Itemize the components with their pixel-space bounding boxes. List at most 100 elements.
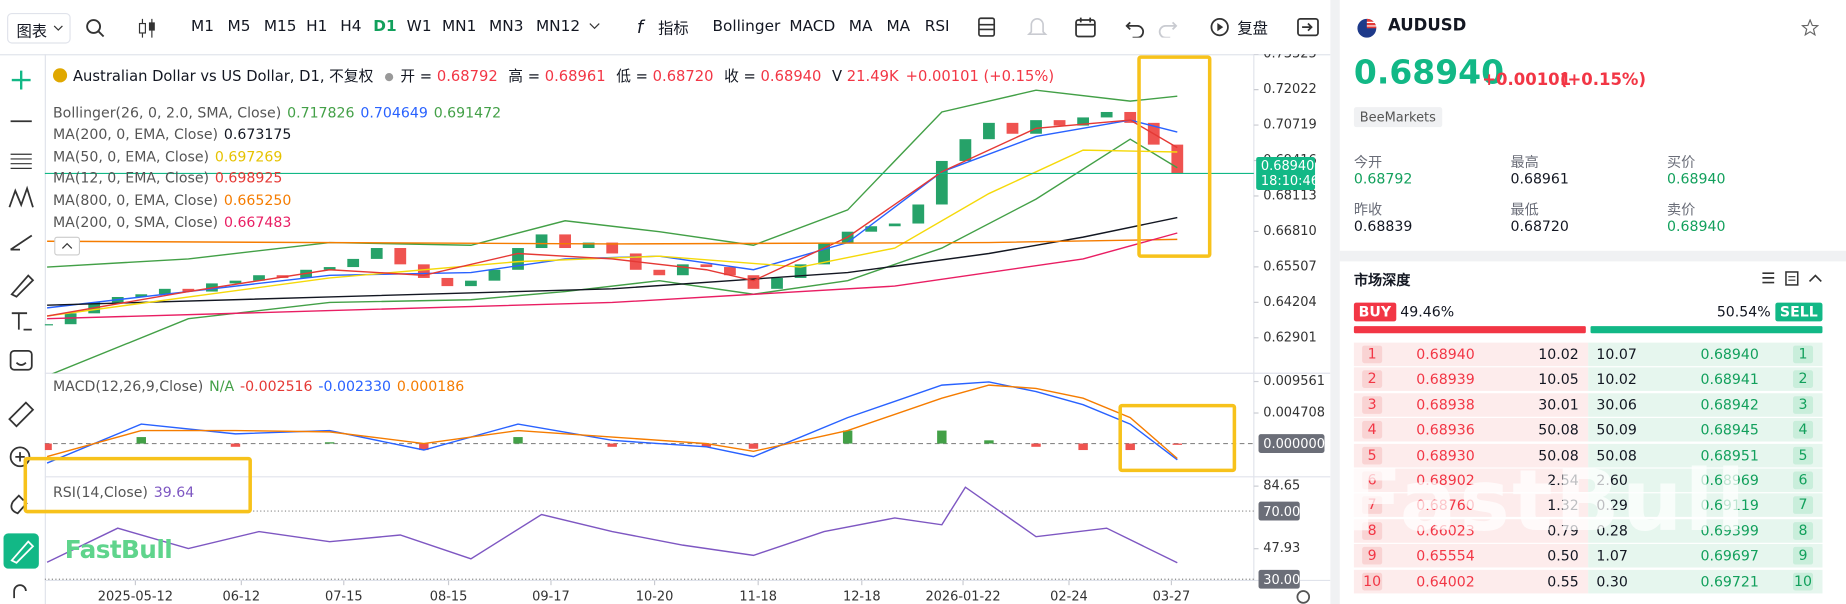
bid-volume: 0.50 — [1547, 547, 1579, 565]
ask-bg — [1588, 544, 1823, 568]
ask-price: 0.69399 — [1700, 522, 1759, 540]
indicator-shortcut[interactable]: Bollinger — [712, 18, 781, 36]
ask-volume: 30.06 — [1596, 396, 1637, 414]
candle — [794, 264, 807, 278]
ask-volume: 2.60 — [1596, 472, 1628, 489]
collapse-button[interactable] — [54, 236, 81, 256]
candle — [1124, 111, 1137, 123]
indicator-shortcut[interactable]: MACD — [789, 18, 836, 36]
y-tick-label: 0.65507 — [1263, 259, 1316, 274]
caret — [53, 25, 63, 31]
ask-bg — [1588, 518, 1823, 543]
x-tick-label: 07-15 — [325, 589, 363, 604]
timeframe-button[interactable]: MN1 — [441, 18, 477, 36]
replay-icon[interactable] — [1209, 16, 1230, 37]
x-tick-label: 11-18 — [739, 589, 777, 604]
ohlc-label: 收 = — [724, 67, 756, 85]
candle — [323, 267, 336, 270]
ohlc-value: 0.68961 — [544, 67, 606, 85]
quote-panel: AUDUSD 0.68940 +0.00101 (+0.15%) BeeMark… — [1339, 0, 1846, 604]
search-icon[interactable] — [85, 18, 106, 39]
stat-value: 0.68720 — [1510, 217, 1569, 235]
candle — [865, 226, 878, 232]
indicator-value: 0.704649 — [360, 104, 428, 121]
depth-row: 9 0.65554 0.50 1.07 0.69697 9 — [1353, 544, 1823, 568]
indicator-value: 0.697269 — [214, 148, 283, 165]
timeframe-button[interactable]: H4 — [340, 18, 362, 36]
candle — [488, 269, 501, 281]
indicator-line — [46, 486, 1178, 564]
indicator-value: 0.691472 — [433, 104, 502, 121]
candle — [676, 264, 689, 276]
alert-icon[interactable] — [1026, 15, 1048, 39]
candle — [441, 277, 454, 287]
indicator-line — [47, 232, 1178, 320]
candle — [182, 288, 195, 292]
ask-index: 5 — [1793, 446, 1814, 465]
candle — [582, 242, 595, 249]
timeframe-button[interactable]: W1 — [406, 18, 432, 36]
calendar-icon[interactable] — [1074, 15, 1098, 39]
caret[interactable] — [589, 22, 601, 30]
divider — [1339, 250, 1846, 262]
buy-tag: BUY — [1353, 302, 1396, 322]
candle — [64, 313, 77, 325]
indicator-shortcut[interactable]: MA — [886, 18, 911, 36]
sell-bar — [1590, 326, 1823, 334]
settings-icon[interactable] — [1296, 590, 1311, 604]
ask-bg — [1588, 443, 1823, 467]
stat-label: 买价 — [1667, 154, 1696, 171]
broker-tag: BeeMarkets — [1353, 107, 1442, 128]
candle-type-icon[interactable] — [135, 16, 159, 40]
indicators-button[interactable]: 指标 — [658, 20, 689, 39]
x-tick-label: 12-18 — [843, 589, 881, 604]
indicator-value: 0.717826 — [287, 104, 355, 121]
timeframe-button[interactable]: M5 — [227, 18, 251, 36]
x-tick-label: 02-24 — [1050, 589, 1088, 604]
ask-index: 2 — [1793, 370, 1814, 389]
indicator-icon[interactable]: f — [633, 16, 652, 37]
ask-volume: 0.30 — [1596, 572, 1628, 590]
indicator-line — [46, 149, 1178, 317]
candle — [512, 248, 524, 270]
ask-bg — [1588, 468, 1823, 493]
fullscreen-icon[interactable] — [1296, 16, 1320, 37]
layout-icon[interactable] — [977, 16, 996, 37]
candle — [229, 280, 242, 284]
axis-tag — [1258, 569, 1300, 589]
chart-menu[interactable]: 图表 — [7, 12, 71, 44]
depth-icons[interactable] — [1760, 270, 1826, 289]
indicator-shortcut[interactable]: RSI — [924, 18, 950, 36]
favorite-star[interactable] — [1801, 18, 1819, 37]
undo-icon[interactable] — [1124, 16, 1145, 38]
candle — [253, 275, 265, 281]
timeframe-button[interactable]: M15 — [263, 18, 297, 36]
timeframe-button[interactable]: H1 — [306, 18, 328, 36]
bid-volume: 1.32 — [1547, 497, 1579, 514]
ask-price: 0.68969 — [1700, 472, 1759, 489]
candle — [912, 204, 925, 224]
timeframe-button[interactable]: MN3 — [489, 18, 524, 36]
candle — [983, 122, 995, 140]
replay-button[interactable]: 复盘 — [1237, 20, 1268, 39]
bid-index: 4 — [1362, 421, 1383, 439]
timeframe-button[interactable]: D1 — [373, 18, 397, 36]
timeframe-button[interactable]: MN12 — [535, 18, 581, 36]
bid-bg — [1353, 393, 1589, 417]
bid-index: 8 — [1362, 521, 1383, 540]
indicator-name: MA(12, 0, EMA, Close) — [52, 169, 210, 187]
volume-value: 21.49K — [846, 67, 899, 85]
indicator-shortcut[interactable]: MA — [848, 18, 873, 36]
bid-volume: 2.54 — [1547, 472, 1579, 489]
ohlc-label: 低 = — [616, 67, 648, 85]
histogram-bar — [842, 430, 853, 444]
histogram-bar — [513, 437, 523, 444]
ask-volume: 10.07 — [1596, 346, 1637, 363]
indicator-line — [47, 238, 1178, 245]
candle — [888, 223, 901, 227]
bid-price: 0.68936 — [1416, 421, 1475, 439]
bid-index: 9 — [1362, 547, 1383, 565]
timeframe-button[interactable]: M1 — [191, 18, 214, 36]
bid-price: 0.68760 — [1416, 497, 1475, 514]
buy-bar — [1353, 326, 1586, 334]
